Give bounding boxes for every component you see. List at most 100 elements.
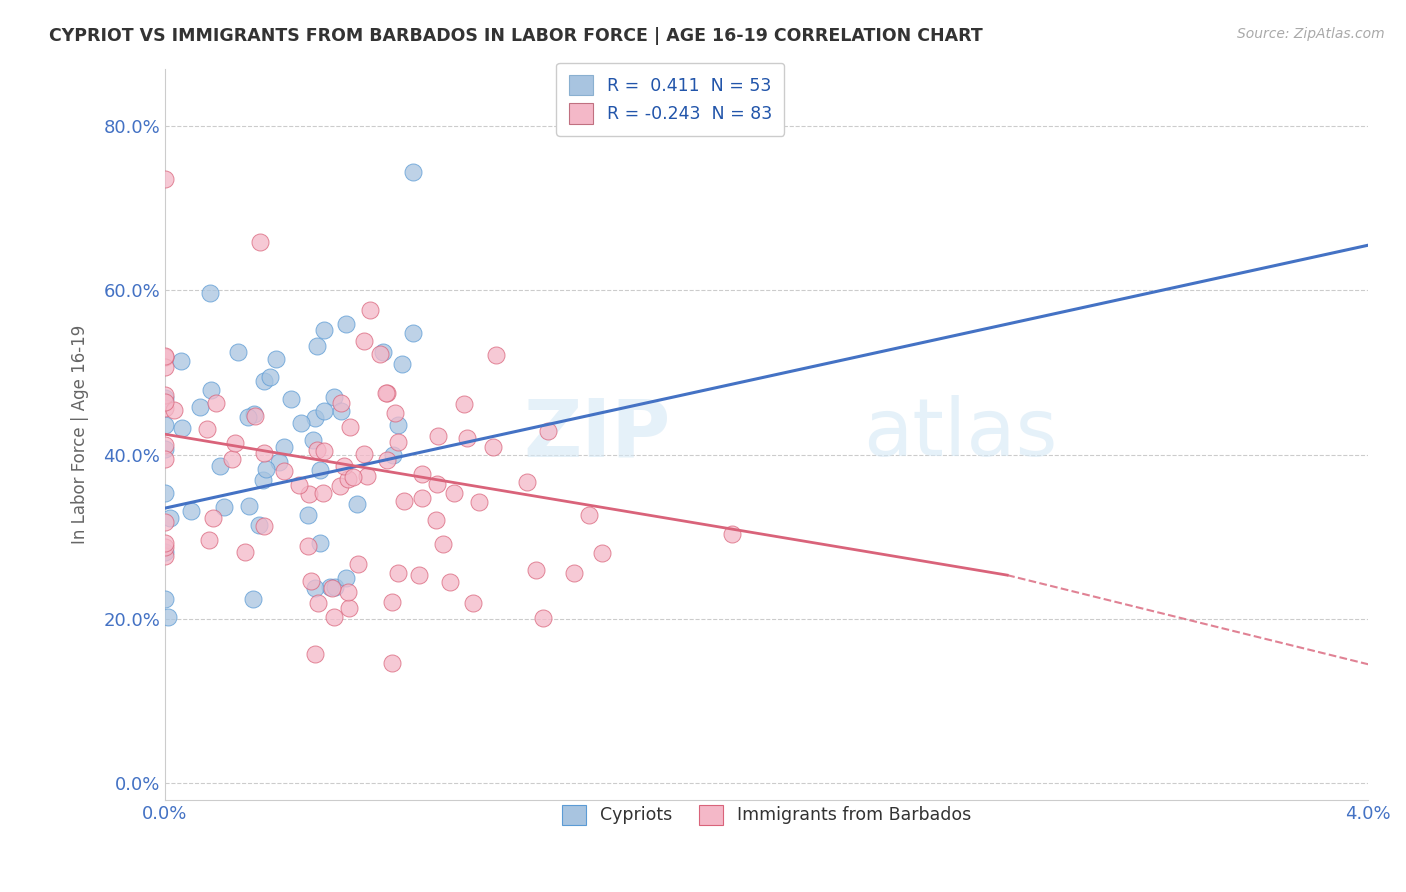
Point — [323, 609, 346, 624]
Point — [159, 511, 181, 525]
Point — [308, 536, 330, 550]
Point — [253, 374, 276, 388]
Point — [243, 407, 266, 421]
Point — [153, 536, 176, 550]
Point — [153, 545, 176, 559]
Point — [375, 453, 398, 467]
Point — [157, 610, 180, 624]
Point — [353, 447, 375, 461]
Point — [153, 549, 176, 563]
Point — [336, 585, 359, 599]
Point — [537, 424, 560, 438]
Point — [309, 463, 332, 477]
Point — [402, 326, 425, 340]
Point — [307, 596, 329, 610]
Point — [236, 409, 259, 424]
Point — [153, 442, 176, 456]
Point — [485, 348, 508, 362]
Point — [249, 235, 271, 249]
Point — [153, 395, 176, 409]
Point — [312, 323, 335, 337]
Point — [533, 611, 555, 625]
Text: ZIP: ZIP — [523, 395, 671, 473]
Point — [335, 571, 357, 585]
Point — [304, 410, 326, 425]
Point — [153, 541, 176, 555]
Point — [299, 574, 322, 588]
Point — [387, 417, 409, 432]
Point — [273, 464, 295, 478]
Point — [297, 539, 319, 553]
Point — [153, 388, 176, 402]
Point — [198, 533, 221, 548]
Point — [172, 421, 194, 435]
Point — [468, 495, 491, 509]
Point — [266, 351, 288, 366]
Point — [374, 386, 396, 401]
Point — [333, 458, 356, 473]
Point — [267, 455, 290, 469]
Point — [375, 385, 398, 400]
Point — [238, 499, 260, 513]
Point — [321, 581, 343, 595]
Point — [180, 504, 202, 518]
Point — [212, 500, 235, 515]
Point — [224, 435, 246, 450]
Point — [226, 345, 249, 359]
Point — [461, 596, 484, 610]
Point — [322, 390, 344, 404]
Point — [482, 440, 505, 454]
Point — [335, 317, 357, 331]
Point — [153, 391, 176, 405]
Point — [153, 401, 176, 415]
Text: Source: ZipAtlas.com: Source: ZipAtlas.com — [1237, 27, 1385, 41]
Point — [516, 475, 538, 490]
Point — [368, 347, 391, 361]
Point — [359, 302, 381, 317]
Point — [302, 433, 325, 447]
Point — [456, 431, 478, 445]
Point — [208, 459, 231, 474]
Point — [198, 286, 221, 301]
Point — [205, 396, 228, 410]
Point — [564, 566, 586, 580]
Point — [252, 473, 274, 487]
Text: atlas: atlas — [863, 395, 1057, 473]
Point — [387, 566, 409, 580]
Point — [346, 497, 368, 511]
Point — [381, 657, 404, 671]
Point — [153, 360, 176, 375]
Point — [253, 519, 276, 533]
Point — [188, 401, 211, 415]
Point — [353, 334, 375, 349]
Point — [392, 493, 415, 508]
Point — [153, 350, 176, 364]
Point — [305, 338, 328, 352]
Point — [356, 469, 378, 483]
Point — [411, 467, 433, 482]
Point — [290, 416, 312, 430]
Point — [254, 462, 277, 476]
Point — [243, 409, 266, 423]
Point — [425, 513, 447, 527]
Point — [200, 383, 222, 397]
Point — [242, 592, 264, 607]
Point — [337, 472, 360, 486]
Point — [170, 354, 193, 368]
Point — [432, 537, 454, 551]
Point — [391, 357, 413, 371]
Point — [323, 580, 346, 594]
Point — [288, 477, 311, 491]
Y-axis label: In Labor Force | Age 16-19: In Labor Force | Age 16-19 — [72, 325, 89, 544]
Point — [524, 563, 547, 577]
Point — [153, 592, 176, 607]
Point — [153, 451, 176, 466]
Point — [337, 601, 360, 615]
Point — [342, 470, 364, 484]
Point — [443, 485, 465, 500]
Point — [312, 486, 335, 500]
Point — [314, 403, 336, 417]
Point — [427, 428, 450, 442]
Point — [195, 421, 218, 435]
Point — [371, 345, 394, 359]
